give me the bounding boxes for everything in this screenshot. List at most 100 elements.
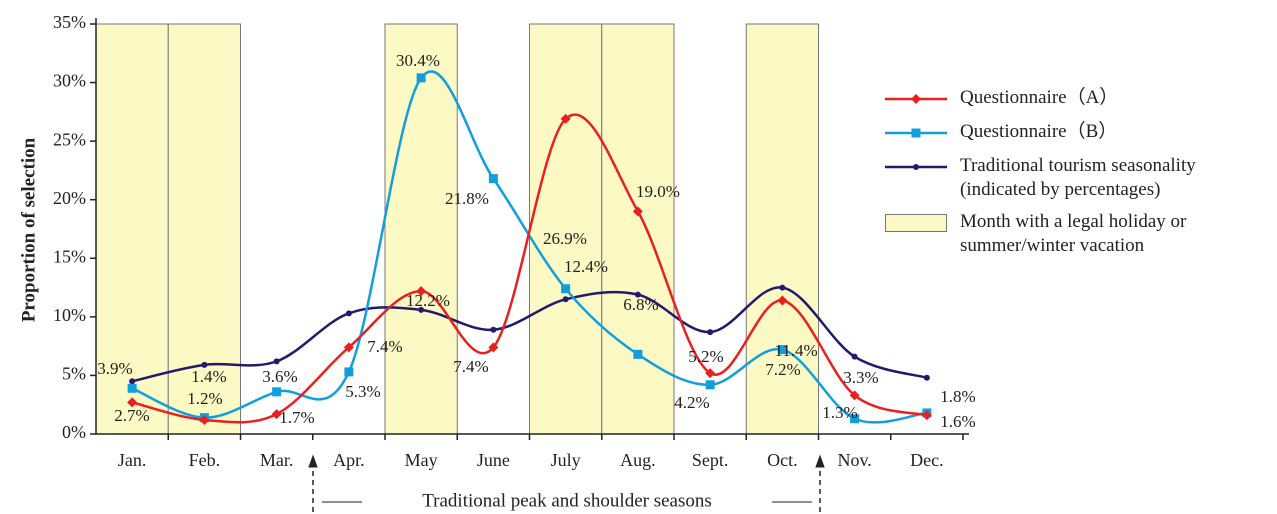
marker — [418, 306, 425, 313]
value-label: 3.3% — [843, 368, 878, 387]
marker — [127, 383, 137, 393]
value-label: 1.7% — [279, 408, 314, 427]
y-tick-label: 5% — [62, 364, 86, 384]
legend-swatch — [885, 128, 947, 138]
value-label: 7.4% — [453, 357, 488, 376]
marker — [562, 296, 569, 303]
x-tick-label: June — [477, 450, 510, 470]
marker — [416, 73, 426, 83]
arrow-head — [815, 454, 825, 468]
marker — [488, 174, 498, 184]
x-tick-label: Jan. — [118, 450, 147, 470]
legend-swatch — [885, 164, 947, 170]
value-label: 5.2% — [688, 347, 723, 366]
marker — [777, 295, 788, 306]
highlight-band — [95, 23, 169, 435]
marker — [911, 128, 921, 138]
value-label: 1.3% — [822, 403, 857, 422]
x-tick-label: Nov. — [837, 450, 871, 470]
marker — [127, 397, 138, 408]
x-tick-label: Mar. — [260, 450, 294, 470]
legend-label: Questionnaire（A） — [960, 87, 1119, 108]
legend-key — [885, 214, 947, 232]
value-label: 12.2% — [406, 291, 450, 310]
x-tick-label: Aug. — [620, 450, 656, 470]
marker — [777, 345, 787, 355]
marker — [851, 353, 858, 360]
legend-label: Questionnaire（B） — [960, 121, 1118, 142]
value-label: 2.7% — [114, 406, 149, 425]
marker — [199, 414, 210, 425]
marker — [633, 349, 643, 359]
marker — [849, 390, 860, 401]
value-label: 7.2% — [765, 360, 800, 379]
y-tick-label: 35% — [53, 12, 86, 32]
x-tick-label: Apr. — [333, 450, 365, 470]
highlight-band — [601, 23, 675, 435]
value-label: 19.0% — [636, 182, 680, 201]
value-label: 26.9% — [543, 229, 587, 248]
value-label: 1.2% — [187, 389, 222, 408]
marker — [201, 361, 208, 368]
legend-item: Questionnaire（B） — [885, 120, 1277, 146]
marker — [911, 94, 921, 104]
value-label: 3.6% — [262, 367, 297, 386]
y-tick-label: 30% — [53, 71, 86, 91]
legend-key — [885, 86, 947, 112]
x-tick-label: Sept. — [692, 450, 729, 470]
marker — [705, 368, 716, 379]
value-label: 3.9% — [97, 359, 132, 378]
highlight-band — [384, 23, 458, 435]
legend-label: Month with a legal holiday or summer/win… — [960, 211, 1187, 256]
marker — [273, 358, 280, 365]
legend-item: Traditional tourism seasonality (indicat… — [885, 154, 1277, 202]
marker — [779, 284, 786, 291]
value-label: 6.8% — [623, 295, 658, 314]
x-tick-label: Feb. — [189, 450, 221, 470]
marker — [560, 113, 571, 124]
legend-item: Month with a legal holiday or summer/win… — [885, 210, 1277, 258]
y-tick-label: 15% — [53, 246, 86, 266]
legend-swatch — [885, 94, 947, 104]
marker — [271, 409, 282, 420]
value-label: 4.2% — [674, 393, 709, 412]
marker — [561, 284, 571, 294]
highlight-band — [745, 23, 819, 435]
value-label: 12.4% — [564, 257, 608, 276]
marker — [490, 326, 497, 333]
value-label: 5.3% — [345, 382, 380, 401]
marker — [921, 410, 932, 421]
marker — [913, 164, 919, 170]
legend-item: Questionnaire（A） — [885, 86, 1277, 112]
marker — [707, 329, 714, 336]
value-label: 30.4% — [396, 51, 440, 70]
legend-key — [885, 120, 947, 146]
y-tick-label: 0% — [62, 422, 86, 442]
arrow-head — [308, 454, 318, 468]
value-label: 7.4% — [367, 337, 402, 356]
y-tick-label: 25% — [53, 129, 86, 149]
value-label: 1.8% — [940, 387, 975, 406]
marker — [923, 374, 930, 381]
x-tick-label: July — [551, 450, 581, 470]
marker — [632, 206, 643, 217]
annotation: Traditional peak and shoulder seasons — [422, 490, 712, 511]
value-label: 1.6% — [940, 412, 975, 431]
x-tick-label: Dec. — [910, 450, 943, 470]
y-axis-label: Proportion of selection — [18, 137, 39, 322]
legend-label: Traditional tourism seasonality (indicat… — [960, 155, 1196, 200]
marker — [416, 286, 427, 297]
season-annotation — [308, 454, 825, 512]
x-tick-label: Oct. — [767, 450, 798, 470]
marker — [343, 342, 354, 353]
value-label: 1.4% — [191, 367, 226, 386]
marker — [345, 310, 352, 317]
marker — [705, 380, 715, 390]
value-label: 11.4% — [774, 341, 817, 360]
legend: Questionnaire（A） Questionnaire（B） Traditio… — [885, 86, 1277, 266]
y-tick-label: 10% — [53, 305, 86, 325]
marker — [634, 291, 641, 298]
marker — [488, 342, 499, 353]
